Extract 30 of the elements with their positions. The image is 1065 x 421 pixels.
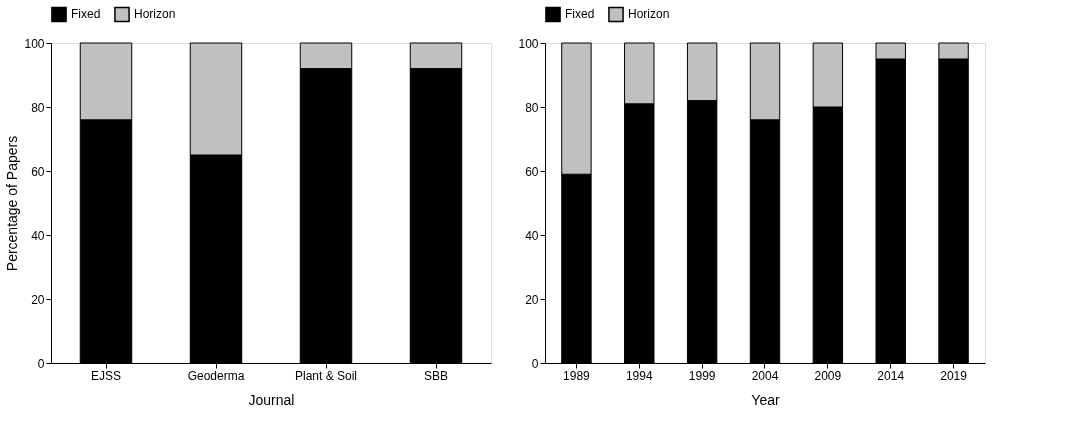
y-tick-label: 40: [525, 228, 539, 243]
x-tick-label: Plant & Soil: [294, 368, 358, 383]
y-tick-label: 0: [37, 356, 45, 371]
y-tick-label: 60: [31, 164, 45, 179]
x-tick-label: 2014: [877, 368, 905, 383]
x-tick-label: 2004: [751, 368, 779, 383]
y-axis-title: Percentage of Papers: [4, 135, 21, 272]
x-tick-label: EJSS: [90, 368, 122, 383]
y-tick-label: 80: [525, 100, 539, 115]
y-tick-label: 100: [518, 36, 539, 51]
x-tick-label: 1989: [563, 368, 591, 383]
y-tick-label: 20: [525, 292, 539, 307]
y-tick-label: 80: [31, 100, 45, 115]
x-tick-label: SBB: [423, 368, 449, 383]
x-axis-title: Journal: [248, 391, 295, 408]
x-tick-label: 2009: [814, 368, 842, 383]
y-tick-label: 100: [24, 36, 45, 51]
legend-label: Horizon: [628, 7, 670, 22]
x-axis-title: Year: [751, 391, 780, 408]
x-tick-label: Geoderma: [187, 368, 245, 383]
y-tick-label: 20: [31, 292, 45, 307]
x-tick-label: 1999: [688, 368, 716, 383]
x-tick-label: 1994: [625, 368, 653, 383]
y-tick-label: 60: [525, 164, 539, 179]
legend-label: Horizon: [134, 7, 176, 22]
legend-label: Fixed: [71, 7, 101, 22]
x-tick-label: 2019: [940, 368, 968, 383]
legend-label: Fixed: [565, 7, 595, 22]
y-tick-label: 40: [31, 228, 45, 243]
y-tick-label: 0: [531, 356, 539, 371]
